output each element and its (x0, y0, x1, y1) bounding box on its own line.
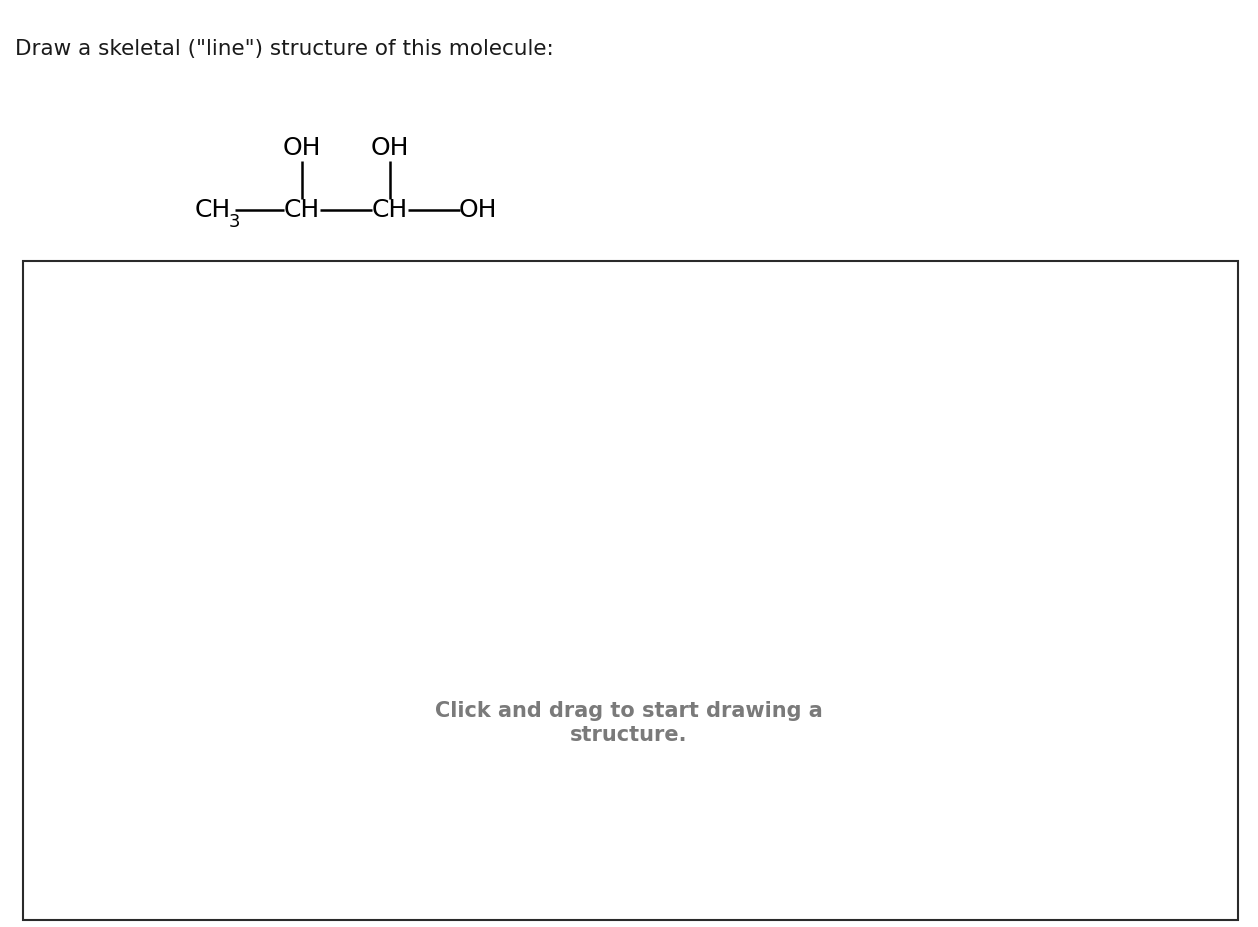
Text: OH: OH (371, 136, 409, 160)
Text: CH: CH (195, 198, 231, 222)
Text: CH: CH (284, 198, 320, 222)
Text: 3: 3 (229, 213, 240, 232)
Text: CH: CH (372, 198, 408, 222)
Text: Draw a skeletal ("line") structure of this molecule:: Draw a skeletal ("line") structure of th… (15, 39, 554, 59)
Text: Click and drag to start drawing a
structure.: Click and drag to start drawing a struct… (435, 702, 823, 744)
Text: OH: OH (459, 198, 497, 222)
Text: OH: OH (283, 136, 321, 160)
Bar (23, 261, 1238, 920)
